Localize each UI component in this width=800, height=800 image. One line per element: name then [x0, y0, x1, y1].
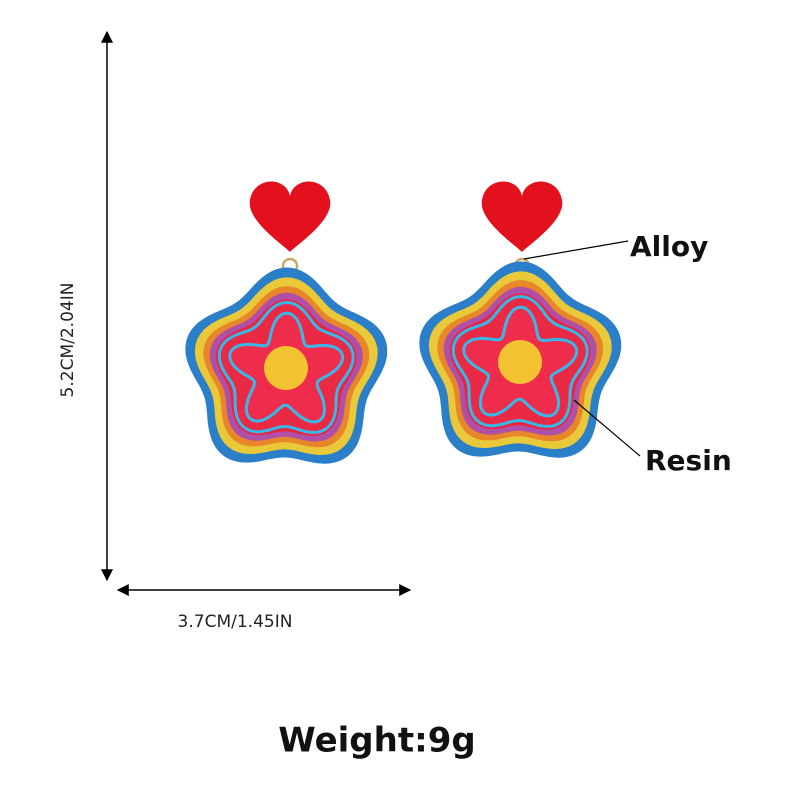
weight-label: Weight:9g	[278, 721, 475, 761]
heart-stud	[249, 181, 331, 252]
height-label: 5.2CM/2.04IN	[58, 283, 78, 398]
flower-center	[498, 340, 542, 384]
alloy-leader	[523, 240, 629, 260]
flower-center	[264, 346, 308, 390]
width-label: 3.7CM/1.45IN	[178, 612, 293, 632]
heart-stud	[481, 181, 563, 252]
resin-label: Resin	[645, 444, 732, 477]
alloy-label: Alloy	[630, 230, 708, 263]
resin-leader	[573, 399, 641, 457]
earrings	[185, 181, 622, 464]
